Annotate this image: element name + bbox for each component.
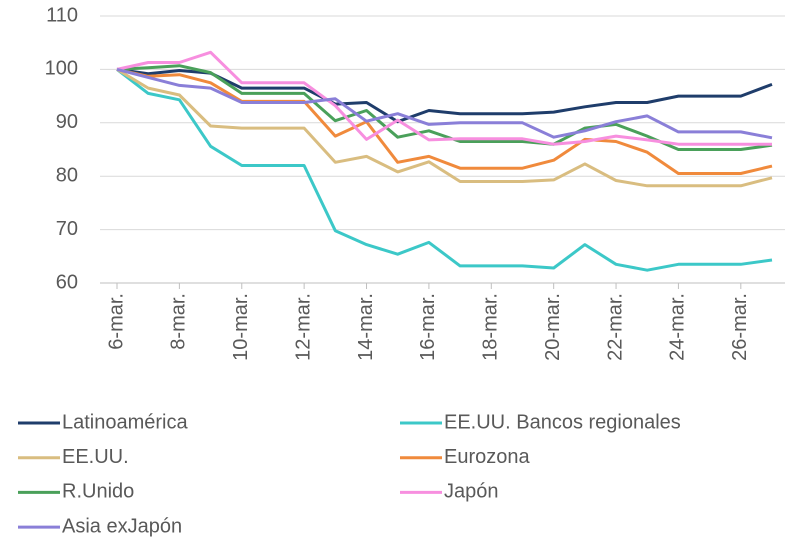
x-tick-label: 10-mar. [230,293,252,361]
y-tick-label: 80 [56,164,78,186]
legend-label: Latinoamérica [62,411,189,433]
series-line [116,68,773,272]
x-tick-label: 8-mar. [168,293,190,350]
series-line [116,67,773,124]
x-tick-label: 6-mar. [105,293,127,350]
legend-label: R.Unido [62,481,134,503]
y-tick-label: 60 [56,271,78,293]
x-tick-label: 26-mar. [729,293,751,361]
legend-label: Eurozona [444,446,530,468]
x-tick-label: 14-mar. [355,293,377,361]
y-tick-label: 70 [56,218,78,240]
x-tick-label: 20-mar. [542,293,564,361]
x-tick-label: 22-mar. [604,293,626,361]
series-line [116,64,773,151]
legend-label: EE.UU. [62,446,129,468]
x-tick-label: 12-mar. [292,293,314,361]
series-line [116,67,773,140]
x-tick-label: 18-mar. [480,293,502,361]
y-tick-label: 110 [46,4,78,26]
y-tick-label: 100 [45,58,78,80]
series-line [116,50,772,146]
legend-label: EE.UU. Bancos regionales [444,411,681,433]
series-line [116,67,773,175]
x-tick-label: 16-mar. [417,293,439,361]
legend-label: Japón [444,481,499,503]
series-line [116,68,773,188]
legend-label: Asia exJapón [62,515,182,537]
x-tick-label: 24-mar. [667,293,689,361]
y-tick-label: 90 [56,111,78,133]
